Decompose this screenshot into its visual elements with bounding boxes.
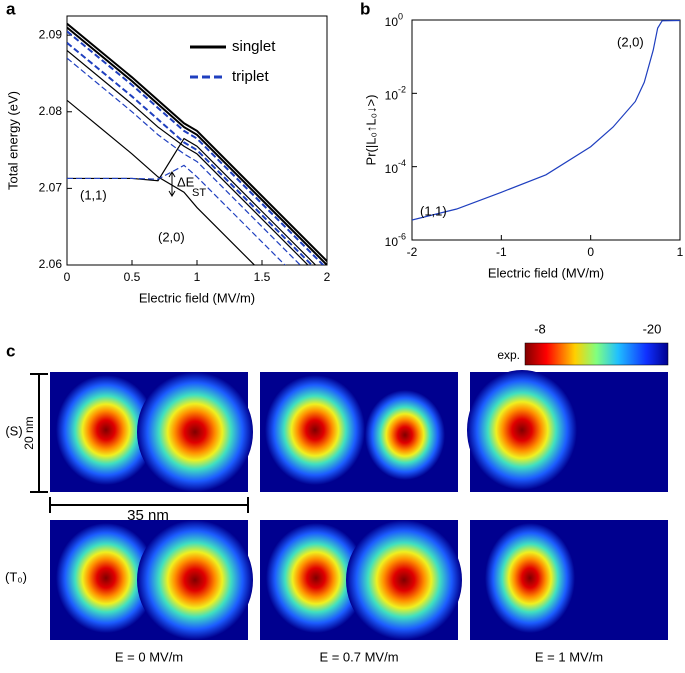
blob	[467, 370, 577, 490]
x-tick-label: 1	[194, 270, 201, 284]
blob	[365, 390, 445, 480]
x-tick-label: 0.5	[124, 270, 141, 284]
y-tick-label-exp: 0	[398, 11, 403, 21]
column-label: E = 0.7 MV/m	[319, 649, 398, 664]
column-label: E = 0 MV/m	[115, 649, 183, 664]
scale-label: 20 nm	[22, 416, 36, 449]
colorbar	[524, 342, 669, 366]
x-tick-label: 2	[324, 270, 331, 284]
annotation: ST	[192, 187, 206, 199]
blob	[346, 520, 462, 640]
y-tick-label: 2.08	[39, 104, 63, 118]
blob	[137, 520, 253, 640]
blob	[266, 523, 366, 633]
y-axis-label: Total energy (eV)	[5, 91, 20, 190]
scale-bar	[49, 497, 249, 513]
colorbar-label: -20	[643, 321, 662, 336]
annotation: (1,1)	[80, 187, 107, 202]
legend-label: triplet	[232, 68, 270, 85]
y-axis-label: Pr(|L₀↑L₀↓>)	[363, 95, 378, 166]
annotation: (2,0)	[158, 229, 185, 244]
y-tick-label: 2.06	[39, 257, 63, 271]
column-label: E = 1 MV/m	[535, 649, 603, 664]
plot-frame	[66, 15, 328, 266]
row-label: (S)	[5, 423, 22, 438]
line	[412, 20, 680, 221]
panel-label: c	[6, 341, 15, 360]
line	[67, 57, 302, 265]
y-tick-label: 10	[385, 15, 399, 29]
blob	[137, 372, 253, 492]
plot-frame	[411, 19, 681, 241]
line	[67, 42, 314, 265]
x-tick-label: -1	[496, 245, 507, 259]
annotation: (1,1)	[420, 203, 447, 218]
legend-label: singlet	[232, 38, 276, 55]
line	[67, 30, 325, 265]
x-tick-label: 0	[64, 270, 71, 284]
x-tick-label: -2	[407, 245, 418, 259]
annotation: (2,0)	[617, 34, 644, 49]
line	[67, 22, 327, 262]
x-tick-label: 1	[677, 245, 684, 259]
y-tick-label-exp: -6	[398, 231, 406, 241]
x-tick-label: 1.5	[254, 270, 271, 284]
colorbar-label: -8	[534, 321, 546, 336]
plot-area	[67, 22, 327, 265]
annotation-arrow	[168, 171, 176, 197]
line	[67, 99, 256, 265]
y-tick-label: 2.07	[39, 181, 63, 195]
panel-label: a	[6, 0, 16, 18]
line	[67, 50, 309, 265]
blob	[56, 375, 156, 485]
blob	[265, 375, 365, 485]
heatmaps: -8 -20 exp. (S) (T₀) E = 0 MV/m E = 0.7 …	[5, 321, 669, 664]
blob	[56, 523, 156, 633]
row-label: (T₀)	[5, 569, 27, 584]
blob	[485, 523, 575, 633]
line	[67, 26, 327, 265]
y-tick-label: 2.09	[39, 27, 63, 41]
y-tick-label: 10	[385, 162, 399, 176]
y-tick-label: 10	[385, 89, 399, 103]
panel-label: b	[360, 0, 370, 18]
colorbar-title: exp.	[497, 348, 520, 362]
plot-area	[412, 20, 680, 221]
annotation: ΔE	[177, 174, 195, 189]
scale-label: 35 nm	[127, 507, 169, 524]
x-axis-label: Electric field (MV/m)	[139, 290, 255, 305]
y-tick-label: 10	[385, 235, 399, 249]
x-tick-label: 0	[587, 245, 594, 259]
y-tick-label-exp: -2	[398, 85, 406, 95]
x-axis-label: Electric field (MV/m)	[488, 265, 604, 280]
scale-bar	[30, 373, 48, 493]
y-tick-label-exp: -4	[398, 158, 406, 168]
line	[67, 164, 286, 265]
